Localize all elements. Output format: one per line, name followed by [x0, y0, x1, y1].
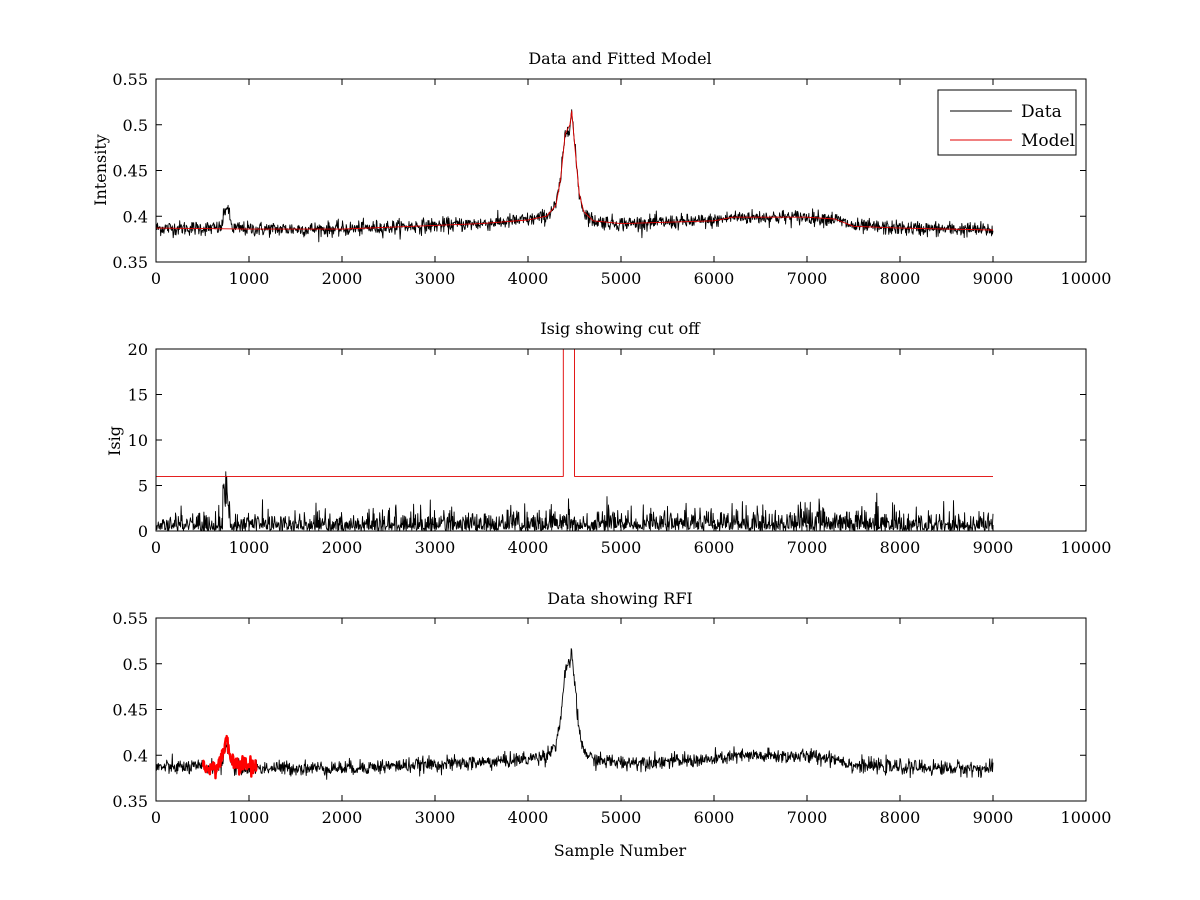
panel-data-rfi: Data showing RFI Sample Number 0 1000 2000… [112, 589, 1111, 860]
x-tick-label: 1000 [229, 808, 270, 827]
x-tick-label: 8000 [880, 538, 921, 557]
y-tick-label: 20 [128, 340, 148, 359]
series-1-line [156, 349, 993, 477]
x-tick-label: 0 [151, 808, 161, 827]
y-tick-label: 0.5 [123, 655, 148, 674]
x-tick-label: 2000 [322, 269, 363, 288]
legend-data-label: Data [1021, 102, 1062, 122]
plot-area: 0 1000 2000 3000 4000 5000 6000 7000 8000 9000 100… [128, 340, 1112, 557]
y-tick-label: 0.4 [123, 207, 148, 226]
y-tick-label: 0 [138, 522, 148, 541]
x-tick-label: 4000 [508, 269, 549, 288]
legend: Data Model [937, 89, 1077, 156]
x-tick-label: 4000 [508, 808, 549, 827]
x-tick-label: 3000 [415, 538, 456, 557]
x-tick-label: 3000 [415, 808, 456, 827]
x-tick-label: 0 [151, 538, 161, 557]
x-tick-label: 8000 [880, 808, 921, 827]
x-tick-label: 6000 [694, 538, 735, 557]
series-1-model-line [156, 110, 994, 231]
x-tick-label: 5000 [601, 538, 642, 557]
y-tick-label: 0.45 [112, 701, 148, 720]
x-tick-label: 6000 [694, 269, 735, 288]
y-tick-label: 0.55 [112, 609, 148, 628]
series-1-line [201, 734, 258, 780]
x-tick-label: 10000 [1061, 269, 1112, 288]
x-tick-label: 5000 [601, 808, 642, 827]
series-0-line [156, 471, 994, 531]
x-tick-label: 2000 [322, 808, 363, 827]
x-tick-label: 7000 [787, 269, 828, 288]
x-tick-label: 9000 [973, 269, 1014, 288]
x-tick-label: 9000 [973, 808, 1014, 827]
x-tick-label: 9000 [973, 538, 1014, 557]
y-axis-label: Intensity [91, 134, 110, 206]
y-tick-label: 10 [128, 431, 148, 450]
y-tick-label: 5 [138, 477, 148, 496]
series-group [156, 109, 994, 243]
x-tick-label: 8000 [880, 269, 921, 288]
x-tick-label: 3000 [415, 269, 456, 288]
y-tick-label: 0.55 [112, 70, 148, 89]
plot-area: 0 1000 2000 3000 4000 5000 6000 7000 8000 9000 100… [112, 70, 1111, 288]
x-tick-label: 10000 [1061, 808, 1112, 827]
y-tick-label: 15 [128, 386, 148, 405]
x-tick-label: 0 [151, 269, 161, 288]
x-tick-label: 5000 [601, 269, 642, 288]
x-tick-label: 7000 [787, 808, 828, 827]
x-axis-label: Sample Number [554, 841, 687, 860]
x-tick-label: 10000 [1061, 538, 1112, 557]
x-tick-label: 7000 [787, 538, 828, 557]
panel-title: Data showing RFI [547, 589, 692, 608]
legend-model-label: Model [1021, 131, 1075, 151]
panel-title: Isig showing cut off [540, 319, 701, 338]
panel-data-and-model: Data and Fitted Model Intensity 0 1000 200… [91, 49, 1111, 288]
y-tick-label: 0.45 [112, 162, 148, 181]
x-tick-label: 2000 [322, 538, 363, 557]
y-tick-label: 0.35 [112, 792, 148, 811]
y-tick-label: 0.4 [123, 746, 148, 765]
legend-box [937, 89, 1077, 156]
series-0-line [156, 648, 994, 780]
panel-isig-cutoff: Isig showing cut off Isig 0 1000 2000 3000 4… [105, 319, 1111, 557]
x-tick-label: 6000 [694, 808, 735, 827]
series-group [156, 648, 994, 780]
y-tick-label: 0.35 [112, 253, 148, 272]
panel-title: Data and Fitted Model [528, 49, 711, 68]
x-tick-label: 1000 [229, 538, 270, 557]
plot-area: 0 1000 2000 3000 4000 5000 6000 7000 8000 9000 100… [112, 609, 1111, 827]
x-tick-label: 1000 [229, 269, 270, 288]
y-axis-label: Isig [105, 426, 124, 456]
y-tick-label: 0.5 [123, 116, 148, 135]
series-group [156, 349, 994, 531]
x-tick-label: 4000 [508, 538, 549, 557]
